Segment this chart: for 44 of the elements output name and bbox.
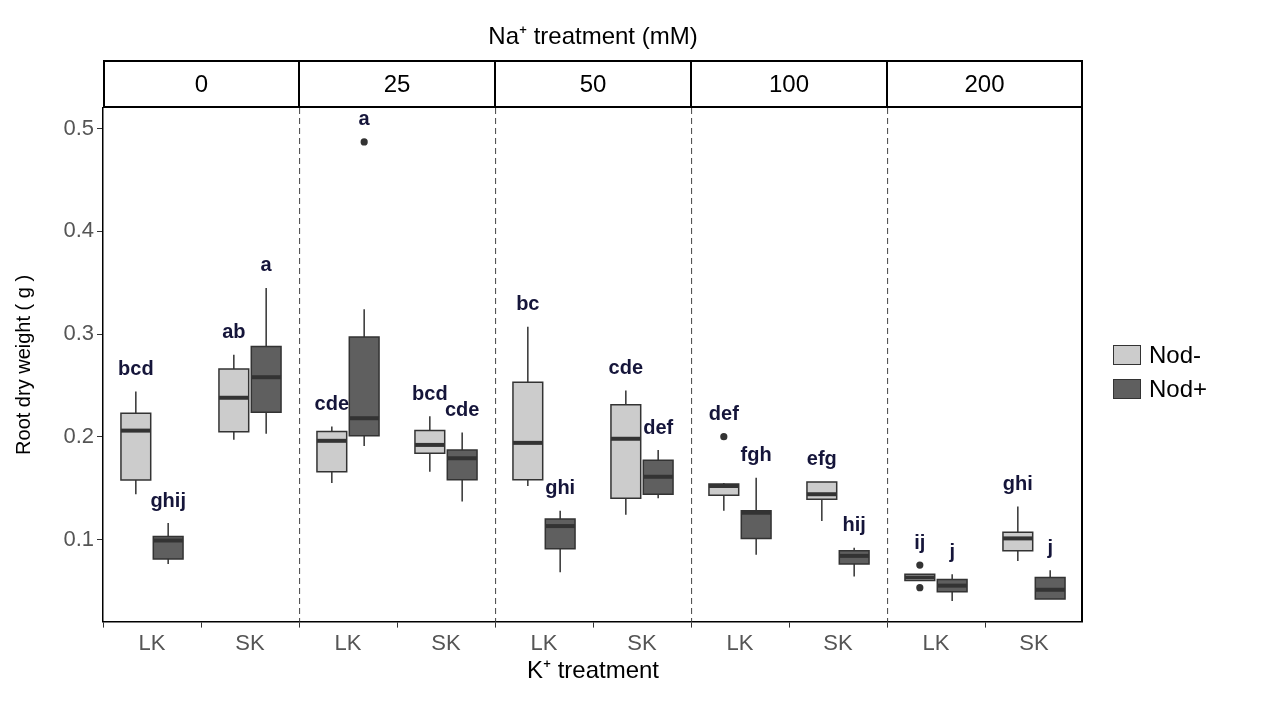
annotation: j (948, 539, 955, 562)
annotation: ghi (1002, 472, 1033, 495)
x-tick-label: LK (138, 629, 166, 655)
annotation: a (358, 107, 371, 130)
x-tick-label: LK (922, 629, 950, 655)
y-tick-label: 0.4 (63, 217, 94, 243)
annotation: cde (608, 356, 644, 378)
x-tick-label: SK (1019, 629, 1049, 655)
x-tick-label: LK (334, 629, 362, 655)
annotation: def (708, 402, 740, 425)
x-tick-label: LK (726, 629, 754, 655)
annotation: fgh (740, 443, 772, 466)
x-axis-title: K⁺ treatment (526, 656, 660, 683)
legend-label: Nod- (1149, 341, 1202, 369)
annotation: cde (314, 391, 350, 414)
chart-subtitle: 50 (495, 60, 691, 108)
x-tick-label: LK (530, 629, 558, 655)
chart-subtitle: 25 (299, 60, 495, 108)
chart-subtitle: 100 (691, 60, 887, 108)
annotation: j (1046, 535, 1053, 558)
annotation: a (260, 253, 273, 276)
y-axis-title: Root dry weight ( g ) (11, 274, 34, 455)
annotation: hij (842, 513, 866, 536)
x-tick-label: SK (235, 629, 265, 655)
x-tick-label: SK (823, 629, 853, 655)
annotation: ghij (150, 488, 186, 511)
annotation: def (643, 415, 674, 438)
chart-subtitle: 0 (103, 60, 299, 108)
annotation: ij (914, 530, 926, 553)
legend-label: Nod+ (1149, 375, 1208, 403)
chart-title: Na⁺ treatment (mM) (488, 20, 698, 51)
annotation: efg (806, 447, 837, 470)
annotation: bc (516, 292, 540, 315)
annotation: ab (222, 320, 246, 343)
y-tick-label: 0.3 (63, 320, 94, 346)
x-tick-label: SK (431, 629, 461, 655)
x-tick-label: SK (627, 629, 657, 655)
annotation: bcd (118, 357, 154, 380)
y-tick-label: 0.1 (63, 525, 94, 551)
annotation: ghi (545, 476, 576, 499)
annotation: bcd (412, 381, 448, 404)
chart-subtitle: 200 (887, 60, 1083, 108)
y-tick-label: 0.2 (63, 422, 94, 448)
y-tick-label: 0.5 (63, 114, 94, 140)
